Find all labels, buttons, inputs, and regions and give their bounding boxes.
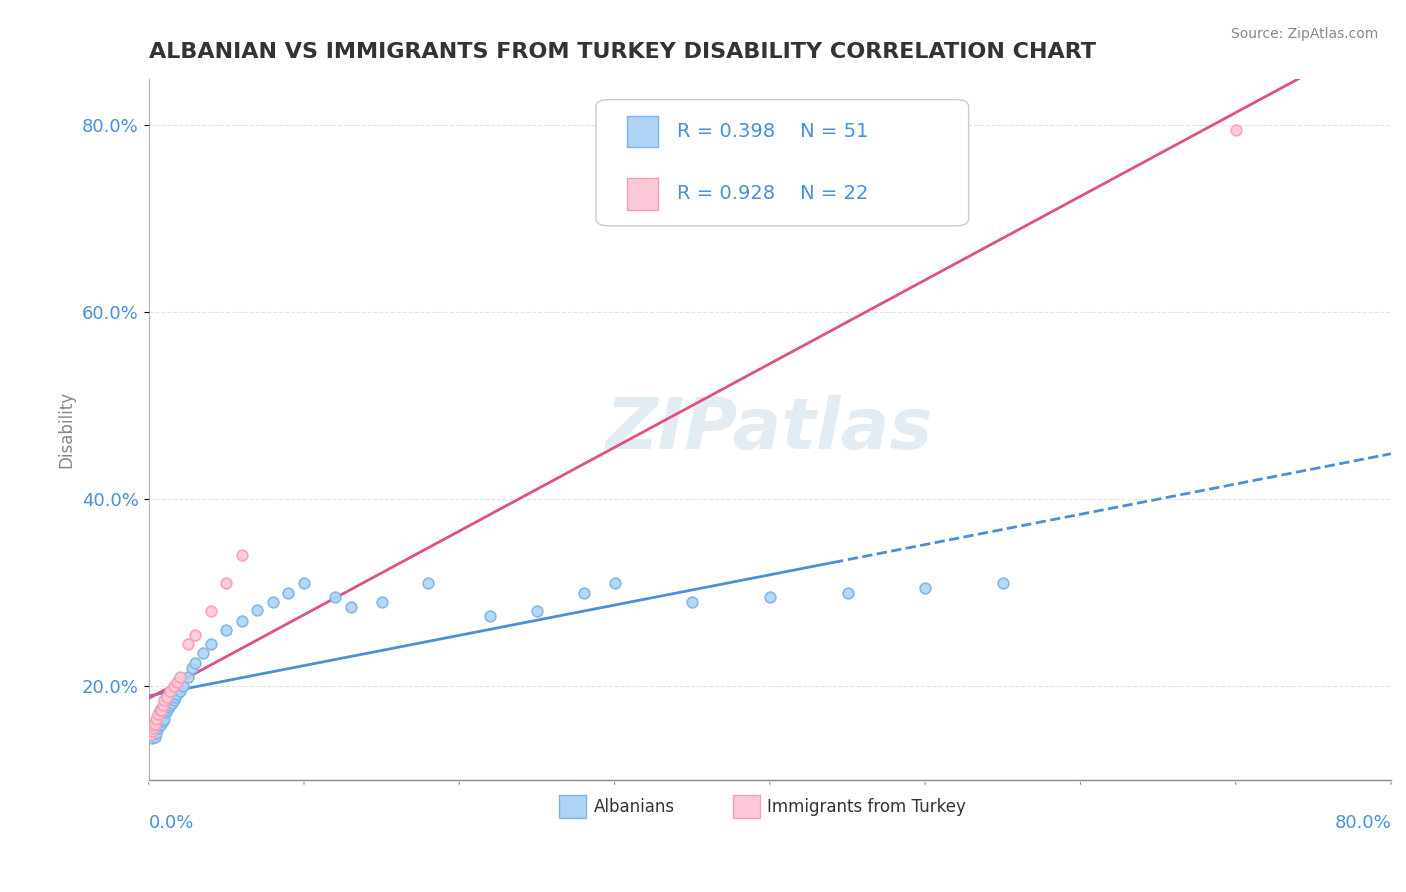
Point: [572, 585, 595, 599]
Point: [176, 670, 198, 684]
Point: [166, 674, 188, 689]
Point: [139, 728, 162, 742]
Point: [160, 696, 183, 710]
Point: [145, 712, 167, 726]
Point: [991, 576, 1014, 591]
Point: [146, 707, 169, 722]
Point: [1225, 123, 1247, 137]
Point: [153, 707, 176, 722]
Point: [143, 716, 166, 731]
Bar: [627, 178, 658, 210]
Point: [162, 693, 184, 707]
Point: [142, 728, 165, 742]
Point: [146, 716, 169, 731]
Point: [191, 647, 214, 661]
Point: [146, 721, 169, 735]
Text: Source: ZipAtlas.com: Source: ZipAtlas.com: [1230, 27, 1378, 41]
Y-axis label: Disability: Disability: [58, 391, 75, 467]
Point: [292, 576, 315, 591]
Point: [149, 718, 172, 732]
Point: [141, 731, 163, 745]
Point: [277, 585, 299, 599]
Bar: [733, 795, 759, 818]
Point: [142, 724, 165, 739]
Point: [145, 714, 167, 729]
Point: [246, 602, 269, 616]
Text: R = 0.398    N = 51: R = 0.398 N = 51: [676, 121, 868, 141]
Point: [418, 576, 440, 591]
Point: [149, 712, 172, 726]
Point: [169, 684, 191, 698]
Point: [603, 576, 626, 591]
Bar: [627, 116, 658, 147]
Point: [142, 718, 165, 732]
Text: ZIPatlas: ZIPatlas: [606, 394, 934, 464]
Point: [681, 595, 703, 609]
Point: [141, 724, 163, 739]
Point: [139, 728, 162, 742]
Text: Immigrants from Turkey: Immigrants from Turkey: [768, 798, 966, 816]
Point: [200, 604, 222, 618]
Point: [156, 702, 179, 716]
Point: [143, 730, 166, 744]
Point: [156, 690, 179, 705]
Point: [143, 721, 166, 735]
Point: [152, 714, 174, 728]
Point: [157, 699, 180, 714]
Point: [172, 679, 194, 693]
Point: [526, 604, 548, 618]
Point: [142, 721, 165, 735]
Point: [152, 698, 174, 712]
Point: [215, 576, 238, 591]
Point: [150, 702, 173, 716]
Point: [153, 693, 176, 707]
Point: [159, 684, 181, 698]
Point: [231, 614, 253, 628]
Point: [339, 599, 361, 614]
Point: [759, 591, 782, 605]
Point: [153, 712, 176, 726]
Point: [145, 726, 167, 740]
Text: 0.0%: 0.0%: [149, 814, 194, 832]
Point: [370, 595, 392, 609]
FancyBboxPatch shape: [596, 100, 969, 226]
Point: [184, 656, 207, 670]
Text: Albanians: Albanians: [593, 798, 675, 816]
Point: [479, 609, 502, 624]
Point: [184, 628, 207, 642]
Point: [837, 585, 859, 599]
Text: 80.0%: 80.0%: [1334, 814, 1391, 832]
Point: [166, 687, 188, 701]
Point: [262, 595, 284, 609]
Point: [323, 591, 346, 605]
Text: ALBANIAN VS IMMIGRANTS FROM TURKEY DISABILITY CORRELATION CHART: ALBANIAN VS IMMIGRANTS FROM TURKEY DISAB…: [149, 42, 1095, 62]
Point: [159, 698, 181, 712]
Text: R = 0.928    N = 22: R = 0.928 N = 22: [676, 184, 868, 203]
Point: [231, 549, 253, 563]
Point: [169, 670, 191, 684]
Point: [215, 623, 238, 637]
Point: [914, 581, 936, 595]
Point: [200, 637, 222, 651]
Point: [155, 706, 177, 720]
Point: [176, 637, 198, 651]
Bar: [558, 795, 586, 818]
Point: [165, 690, 187, 705]
Point: [149, 702, 172, 716]
Point: [162, 679, 184, 693]
Point: [150, 716, 173, 731]
Point: [150, 709, 173, 723]
Point: [181, 660, 204, 674]
